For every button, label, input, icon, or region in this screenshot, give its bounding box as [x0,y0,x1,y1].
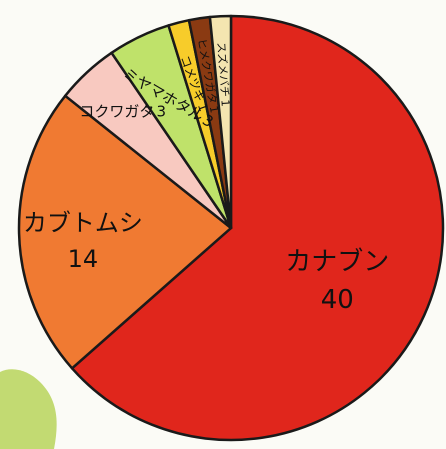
pie-slice [208,14,233,230]
pie-slice [17,94,233,370]
slice-value-label: 1 [207,105,221,114]
slice-value-label: 40 [321,285,354,315]
green-paint-blob [0,369,57,449]
slice-label-group: コクワガタ 3 [79,102,166,120]
slice-value-label: 1 [195,101,211,113]
slice-label: コクワガタ [79,102,154,120]
pie-slice [70,14,445,442]
slice-value-label: 3 [156,102,166,120]
slice-value-label: 1 [218,99,231,107]
slice-label: カブトムシ [23,209,143,237]
slice-label: スズメバチ [214,42,232,98]
slice-label: カナブン [285,247,389,277]
slice-value-label: 14 [68,245,99,273]
slice-label-group: カナブン 40 [285,247,389,315]
slice-label-group: カブトムシ 14 [23,209,143,273]
pie-slices [17,14,445,442]
